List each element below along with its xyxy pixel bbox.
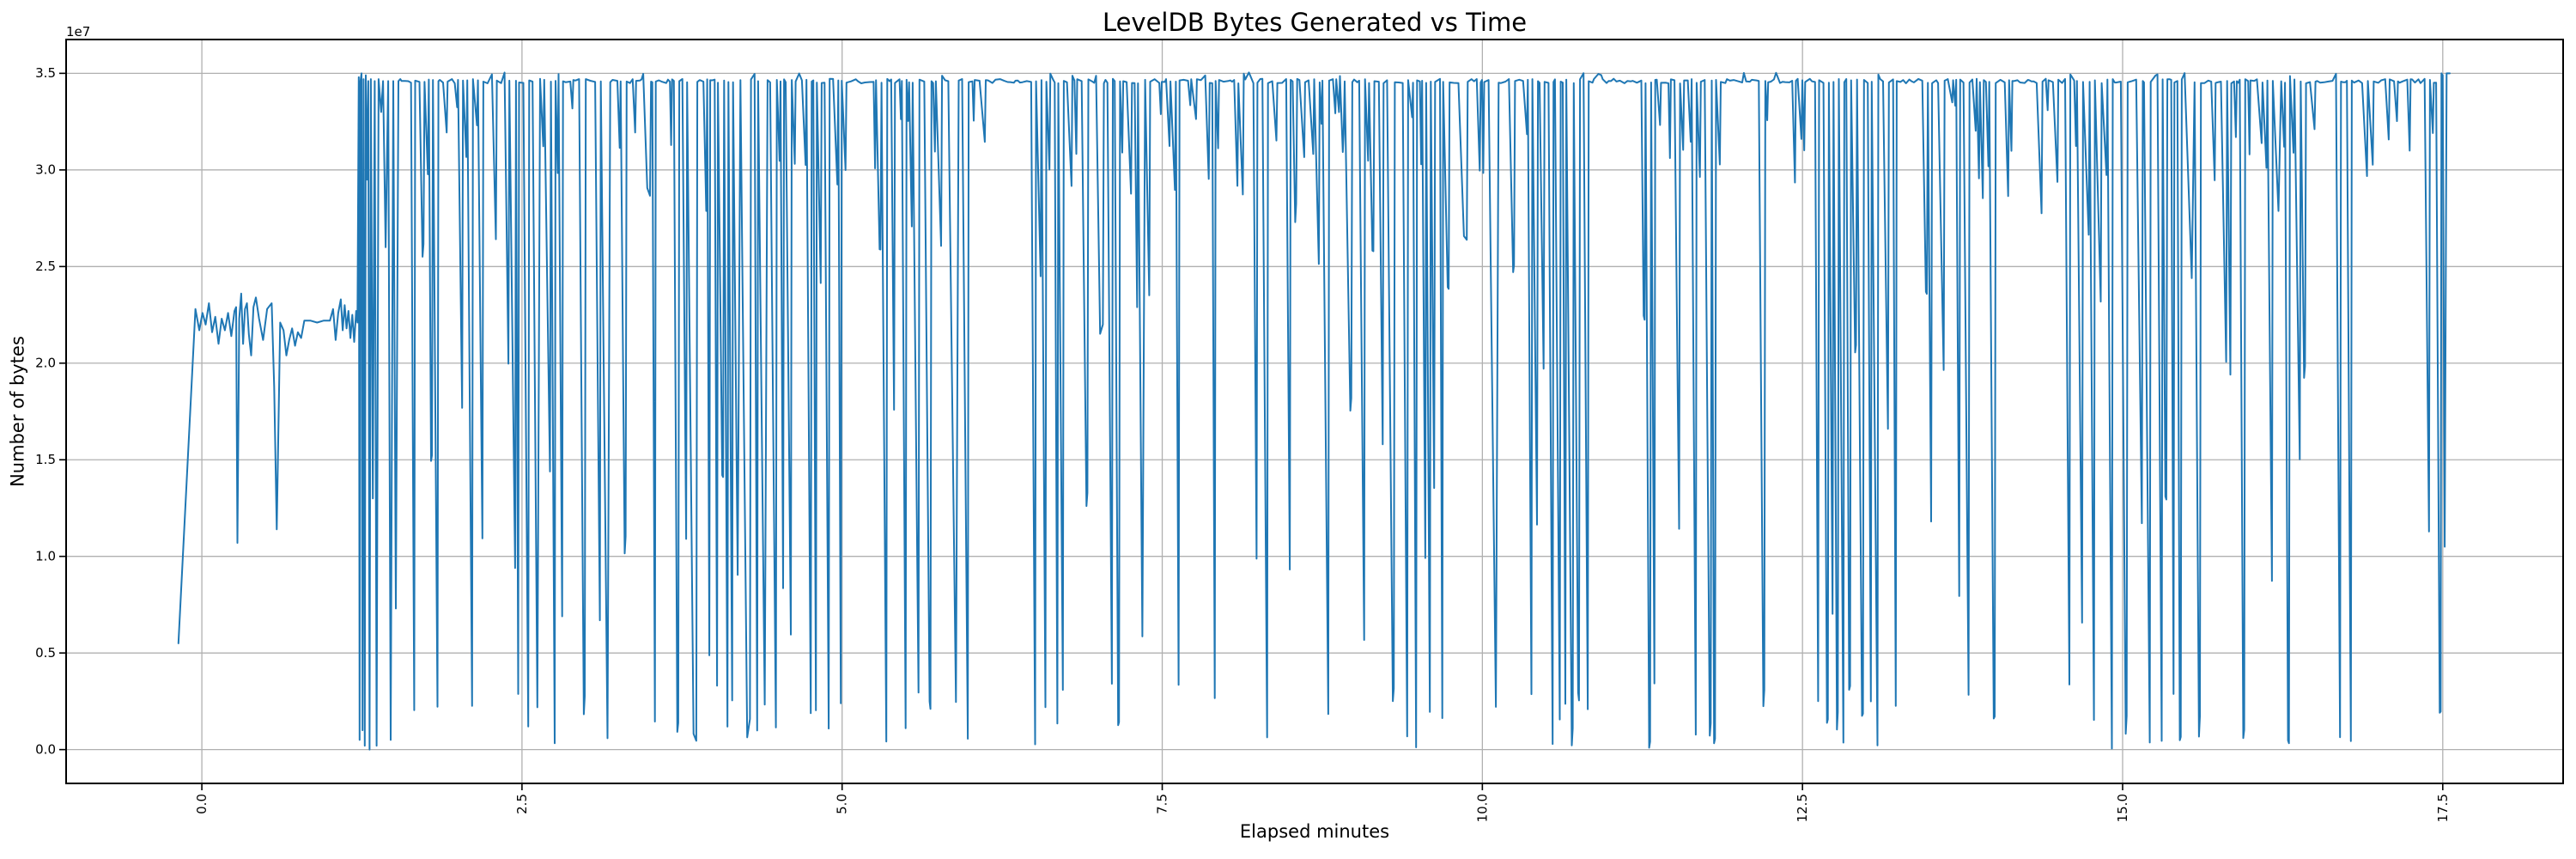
y-axis-offset-label: 1e7 bbox=[66, 24, 91, 40]
x-tick-label: 7.5 bbox=[1154, 794, 1170, 814]
chart-title: LevelDB Bytes Generated vs Time bbox=[1102, 8, 1528, 37]
x-tick-label: 15.0 bbox=[2115, 794, 2130, 822]
axes-spines bbox=[65, 39, 2564, 784]
x-tick-label: 10.0 bbox=[1474, 794, 1490, 822]
y-tick-label: 2.0 bbox=[35, 356, 56, 371]
y-tick-label: 3.5 bbox=[35, 65, 56, 81]
y-tick-label: 0.0 bbox=[35, 741, 56, 757]
y-tick-label: 1.5 bbox=[35, 452, 56, 467]
y-tick-label: 1.0 bbox=[35, 549, 56, 564]
x-tick-label: 12.5 bbox=[1795, 794, 1810, 822]
y-tick-label: 0.5 bbox=[35, 645, 56, 661]
data-line bbox=[177, 71, 2451, 751]
x-axis-label: Elapsed minutes bbox=[1239, 821, 1390, 842]
x-tick-label: 5.0 bbox=[835, 794, 850, 814]
x-tick-label: 2.5 bbox=[514, 794, 530, 814]
x-tick-label: 17.5 bbox=[2435, 794, 2451, 822]
y-tick-label: 3.0 bbox=[35, 162, 56, 178]
x-tick-label: 0.0 bbox=[194, 794, 210, 814]
y-tick-label: 2.5 bbox=[35, 259, 56, 274]
